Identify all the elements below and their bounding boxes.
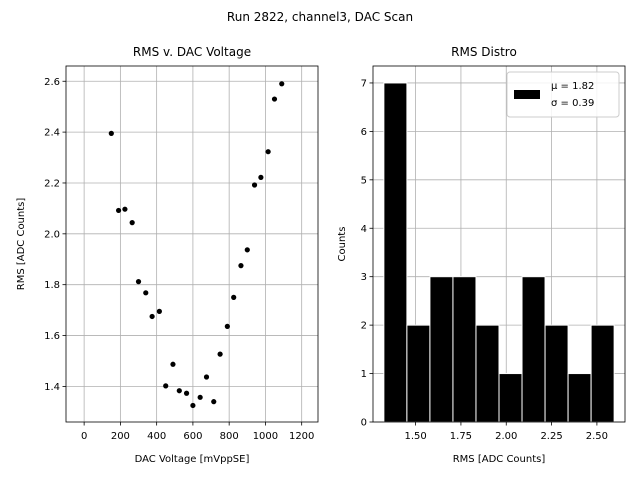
scatter-x-tick-label: 1200 bbox=[289, 431, 314, 442]
histogram-bar bbox=[475, 324, 500, 423]
scatter-y-ticks: 1.4 1.6 1.8 2.0 2.2 2.4 2.6 bbox=[44, 77, 66, 393]
figure-suptitle: Run 2822, channel3, DAC Scan bbox=[227, 10, 413, 24]
scatter-point bbox=[217, 351, 223, 357]
histogram-x-label: RMS [ADC Counts] bbox=[453, 454, 546, 465]
scatter-x-tick-label: 0 bbox=[81, 431, 87, 442]
scatter-point bbox=[251, 182, 258, 188]
histogram-y-tick-label: 7 bbox=[361, 78, 367, 89]
scatter-point bbox=[135, 279, 142, 285]
scatter-point bbox=[271, 96, 278, 102]
histogram-bar bbox=[521, 276, 546, 423]
histogram-bar bbox=[406, 324, 431, 423]
scatter-y-tick-label: 2.6 bbox=[44, 77, 60, 88]
scatter-x-tick-label: 1000 bbox=[253, 431, 278, 442]
histogram-y-tick-label: 5 bbox=[361, 175, 367, 186]
scatter-point bbox=[265, 149, 271, 155]
legend-mu-text: μ = 1.82 bbox=[551, 81, 594, 92]
histogram-x-tick-label: 1.50 bbox=[404, 431, 426, 442]
scatter-point bbox=[122, 206, 128, 212]
scatter-x-tick-label: 600 bbox=[183, 431, 202, 442]
histogram-bar bbox=[452, 276, 477, 423]
scatter-point bbox=[211, 399, 217, 405]
scatter-point bbox=[203, 374, 210, 380]
histogram-bar bbox=[383, 82, 408, 423]
scatter-x-ticks: 0 200 400 600 800 1000 1200 bbox=[81, 422, 314, 442]
histogram-x-tick-label: 2.50 bbox=[586, 431, 608, 442]
histogram-axes: RMS Distro 1.50 1.75 2.00 2.25 2.50 0 1 2 3 4 5 6 7… bbox=[337, 45, 626, 465]
histogram-bar bbox=[429, 276, 454, 423]
scatter-x-tick-label: 200 bbox=[111, 431, 130, 442]
legend-swatch bbox=[514, 90, 540, 99]
scatter-x-label: DAC Voltage [mVppSE] bbox=[135, 454, 250, 465]
scatter-point bbox=[190, 402, 196, 409]
scatter-y-tick-label: 2.0 bbox=[44, 229, 60, 240]
histogram-bar bbox=[544, 324, 569, 423]
legend-frame bbox=[506, 71, 620, 118]
legend-sigma-text: σ = 0.39 bbox=[551, 98, 594, 109]
histogram-y-tick-label: 6 bbox=[361, 127, 367, 138]
histogram-x-tick-label: 2.25 bbox=[540, 431, 562, 442]
histogram-y-ticks: 0 1 2 3 4 5 6 7 bbox=[361, 78, 373, 429]
scatter-point bbox=[129, 220, 135, 226]
histogram-y-tick-label: 3 bbox=[361, 272, 367, 283]
scatter-y-tick-label: 1.8 bbox=[44, 280, 60, 291]
scatter-title: RMS v. DAC Voltage bbox=[133, 45, 251, 59]
histogram-bars bbox=[383, 82, 615, 423]
histogram-frame bbox=[372, 65, 626, 423]
histogram-bar bbox=[590, 324, 615, 423]
scatter-point bbox=[238, 263, 244, 269]
histogram-y-tick-label: 0 bbox=[361, 418, 367, 429]
histogram-y-tick-label: 4 bbox=[361, 224, 367, 235]
histogram-x-tick-label: 1.75 bbox=[450, 431, 472, 442]
scatter-y-tick-label: 1.6 bbox=[44, 331, 60, 342]
scatter-frame bbox=[65, 65, 319, 423]
scatter-point bbox=[244, 247, 250, 253]
histogram-y-label: Counts bbox=[337, 227, 348, 262]
histogram-y-tick-label: 2 bbox=[361, 321, 367, 332]
scatter-point bbox=[197, 394, 203, 400]
scatter-point bbox=[143, 290, 149, 296]
scatter-point bbox=[183, 390, 190, 396]
scatter-x-tick-label: 400 bbox=[147, 431, 166, 442]
histogram-title: RMS Distro bbox=[451, 45, 517, 59]
histogram-bar bbox=[567, 373, 592, 423]
scatter-point bbox=[176, 388, 182, 394]
scatter-point bbox=[163, 383, 169, 389]
scatter-points bbox=[108, 81, 285, 409]
scatter-point bbox=[108, 130, 114, 136]
histogram-y-tick-label: 1 bbox=[361, 369, 367, 380]
scatter-grid bbox=[66, 66, 318, 422]
scatter-point bbox=[279, 81, 285, 87]
histogram-bar bbox=[498, 373, 523, 423]
histogram-x-ticks: 1.50 1.75 2.00 2.25 2.50 bbox=[404, 422, 608, 442]
scatter-y-tick-label: 2.4 bbox=[44, 128, 60, 139]
scatter-y-tick-label: 1.4 bbox=[44, 382, 60, 393]
scatter-point bbox=[115, 207, 122, 214]
scatter-axes: RMS v. DAC Voltage 0 200 400 600 800 1000 1200… bbox=[16, 45, 319, 465]
scatter-point bbox=[231, 294, 237, 300]
scatter-y-tick-label: 2.2 bbox=[44, 178, 60, 189]
scatter-x-tick-label: 800 bbox=[220, 431, 239, 442]
scatter-point bbox=[224, 323, 230, 329]
scatter-point bbox=[170, 361, 176, 367]
histogram-x-tick-label: 2.00 bbox=[495, 431, 517, 442]
scatter-point bbox=[258, 174, 264, 180]
scatter-point bbox=[156, 308, 162, 314]
scatter-y-label: RMS [ADC Counts] bbox=[16, 198, 27, 291]
scatter-point bbox=[149, 313, 155, 320]
histogram-legend: μ = 1.82 σ = 0.39 bbox=[506, 71, 620, 118]
